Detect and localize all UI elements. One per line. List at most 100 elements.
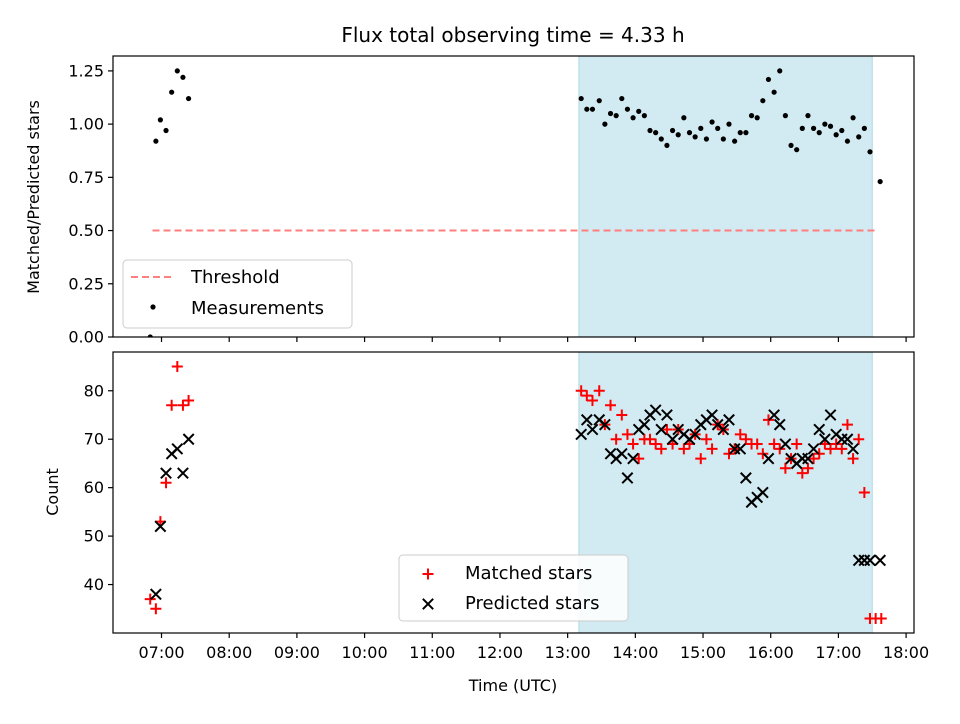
top-y-axis-label: Matched/Predicted stars (24, 100, 43, 294)
matched-star-point (160, 477, 172, 489)
measurement-point (856, 134, 862, 140)
x-tick-label: 17:00 (815, 643, 861, 662)
measurement-point (147, 334, 153, 337)
top-y-tick-label: 0.25 (68, 274, 104, 293)
measurement-point (765, 76, 772, 83)
measurement-point (624, 106, 631, 112)
predicted-star-point (661, 409, 673, 421)
measurement-point (715, 125, 721, 131)
matched-star-point (830, 438, 842, 450)
predicted-star-point (580, 413, 593, 426)
x-tick-label: 08:00 (206, 643, 252, 662)
matched-star-point (644, 433, 656, 445)
bottom-legend (398, 554, 629, 622)
measurement-point (157, 117, 163, 123)
matched-star-point (610, 433, 622, 445)
predicted-star-point (575, 428, 588, 441)
predicted-star-point (689, 428, 702, 441)
matched-star-point (847, 453, 859, 465)
predicted-star-point (847, 442, 859, 455)
predicted-star-point (171, 442, 184, 455)
predicted-star-point (149, 588, 162, 601)
matched-star-point (779, 462, 791, 474)
measurement-point (782, 113, 788, 119)
matched-star-point (740, 433, 752, 445)
matched-star-point (586, 394, 598, 406)
measurement-point (748, 113, 755, 119)
x-tick-label: 16:00 (748, 643, 794, 662)
measurement-point (805, 113, 811, 119)
bottom-y-axis-label: Count (43, 468, 62, 516)
top-y-tick-label: 1.00 (68, 115, 104, 134)
measurement-point (607, 110, 614, 117)
measurement-point (669, 127, 676, 134)
measurement-point (664, 142, 670, 149)
measurement-point (653, 130, 659, 136)
measurement-point (153, 138, 159, 144)
measurement-point (647, 127, 653, 134)
matched-star-point (593, 385, 605, 397)
predicted-star-point (874, 554, 887, 567)
matched-star-point (825, 443, 837, 455)
x-tick-label: 07:00 (138, 643, 184, 662)
matched-star-point (723, 448, 735, 460)
matched-star-point (751, 438, 763, 450)
bottom-y-tick-label: 60 (84, 478, 104, 497)
measurement-point (816, 130, 822, 136)
matched-star-point (768, 438, 780, 450)
matched-star-point (655, 443, 667, 455)
matched-star-point (774, 443, 786, 455)
matched-star-point (757, 448, 769, 460)
legend-measurement-swatch (150, 304, 156, 310)
measurement-point (720, 136, 726, 142)
predicted-star-point (802, 452, 814, 465)
matched-star-point (616, 409, 628, 421)
predicted-star-point (756, 486, 769, 499)
x-tick-label: 11:00 (409, 643, 455, 662)
matched-star-point (813, 448, 825, 460)
predicted-star-point (615, 447, 628, 460)
matched-star-point (575, 385, 587, 397)
predicted-star-point (586, 423, 599, 436)
measurement-point (584, 106, 590, 112)
predicted-star-point (160, 467, 172, 480)
matched-star-point (650, 438, 662, 450)
measurement-point (596, 98, 602, 104)
matched-star-point (581, 390, 593, 402)
matched-star-point (791, 438, 803, 450)
measurement-point (174, 68, 180, 74)
predicted-star-point (154, 520, 167, 533)
measurement-point (681, 115, 687, 121)
measurement-point (827, 123, 834, 129)
measurement-point (822, 121, 828, 127)
measurement-point (636, 108, 642, 114)
matched-star-point (171, 361, 183, 373)
top-shaded-span (578, 55, 873, 338)
matched-star-point (734, 428, 746, 440)
bottom-axes-frame (112, 351, 915, 634)
top-axes-frame (112, 55, 915, 338)
bottom-y-tick-label: 50 (84, 527, 104, 546)
measurement-point (732, 138, 738, 144)
matched-star-point (633, 453, 645, 465)
matched-star-point (678, 443, 690, 455)
legend-matched-label: Matched stars (465, 563, 592, 584)
x-tick-label: 12:00 (477, 643, 523, 662)
measurement-point (810, 125, 817, 131)
measurement-point (686, 130, 693, 136)
predicted-star-point (739, 472, 752, 484)
legend-predicted-swatch (422, 598, 434, 610)
predicted-star-point (768, 409, 781, 421)
measurement-point (833, 132, 839, 138)
matched-star-point (706, 443, 718, 455)
predicted-star-point (598, 418, 611, 431)
shaded-span-layer (578, 55, 873, 634)
legend-predicted-label: Predicted stars (465, 593, 599, 614)
measurement-point (169, 89, 175, 95)
measurement-point (619, 95, 625, 102)
matched-star-point (183, 394, 195, 406)
predicted-star-point (182, 433, 195, 446)
measurement-point (658, 136, 664, 142)
measurement-point (771, 89, 777, 95)
